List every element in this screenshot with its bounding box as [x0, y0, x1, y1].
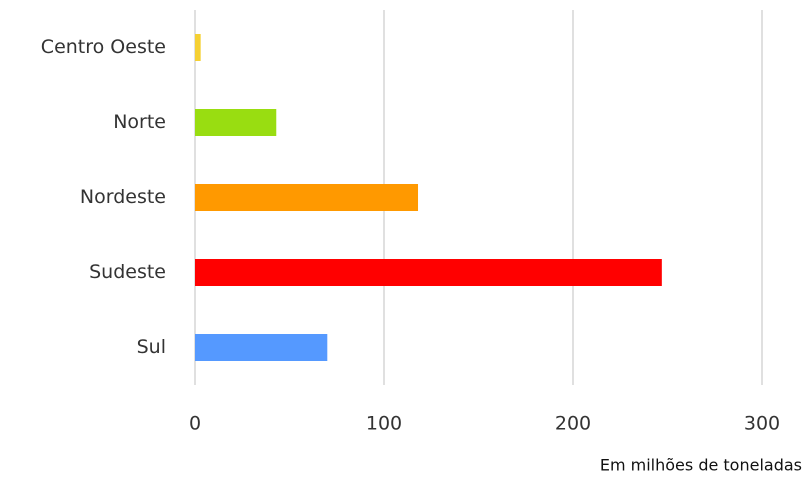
x-tick-label: 200 [555, 413, 591, 435]
x-axis-label: Em milhões de toneladas [600, 456, 802, 475]
x-tick-label: 100 [366, 413, 402, 435]
y-tick-label: Sul [137, 336, 166, 358]
x-tick-label: 0 [189, 413, 201, 435]
x-tick-label: 300 [744, 413, 780, 435]
bar [195, 109, 277, 136]
y-tick-label: Nordeste [80, 186, 166, 208]
y-tick-label: Norte [113, 111, 166, 133]
y-tick-label: Centro Oeste [41, 36, 166, 58]
bar [195, 34, 201, 61]
bar [195, 259, 662, 286]
bar [195, 334, 328, 361]
bar [195, 184, 419, 211]
y-tick-label: Sudeste [89, 261, 166, 283]
